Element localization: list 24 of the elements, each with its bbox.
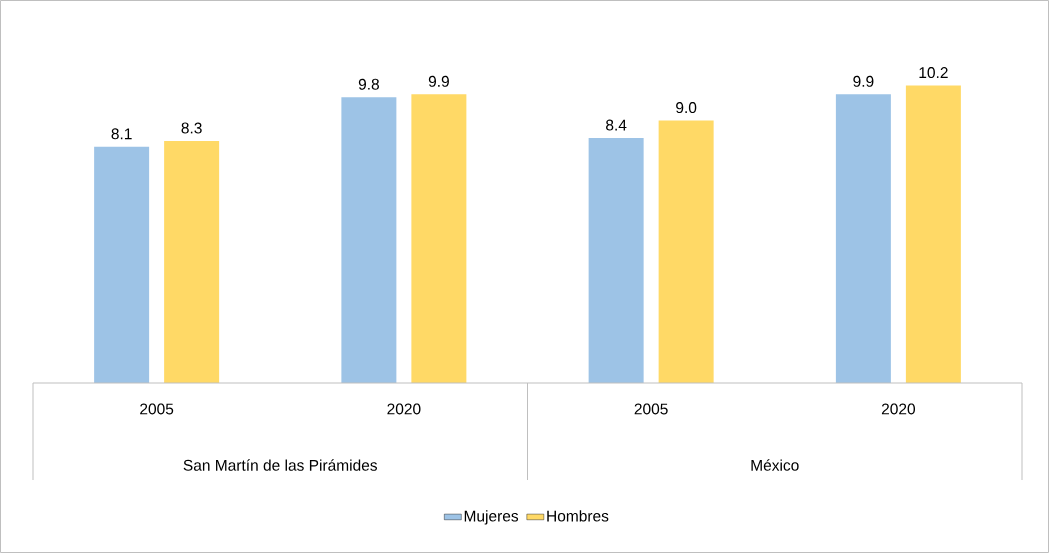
bar [94,146,150,383]
bar [905,85,961,383]
bar [658,120,714,383]
x-tick-label: 2005 [634,403,668,415]
legend-label: Mujeres [464,510,519,525]
bar [835,94,891,383]
bar [411,94,467,383]
data-label: 9.9 [428,75,449,87]
x-tick-label: 2005 [140,403,174,415]
data-label: 9.8 [358,78,379,90]
data-label: 8.1 [111,128,132,140]
legend-label: Hombres [547,510,609,522]
bar [341,97,397,383]
text: México [751,459,799,471]
data-label: 8.3 [181,122,202,134]
text: San Martín de las Pirámides [183,459,378,471]
data-label: 8.4 [606,119,627,131]
bar [588,137,644,383]
data-label: 9.9 [853,75,874,87]
data-label: 10.2 [919,67,948,79]
x-tick-label: 2020 [387,403,421,415]
bar [164,140,220,383]
x-tick-label: 2020 [881,403,916,415]
data-label: 9.0 [676,102,697,114]
